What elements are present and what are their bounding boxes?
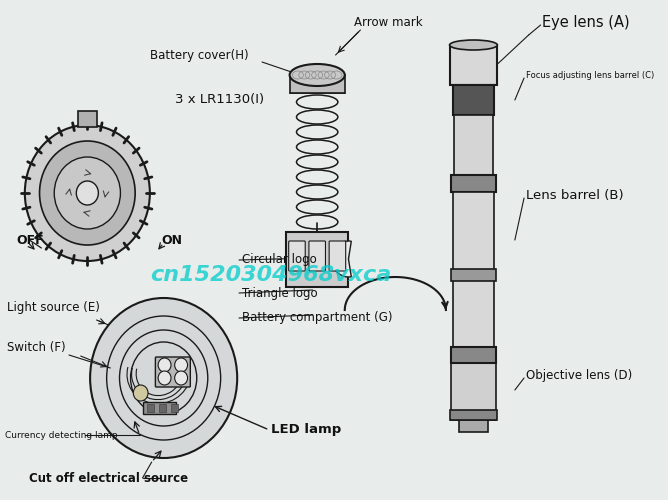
FancyBboxPatch shape [309, 241, 325, 271]
Text: Eye lens (A): Eye lens (A) [542, 14, 630, 30]
Text: Cut off electrical source: Cut off electrical source [29, 472, 188, 484]
Text: Arrow mark: Arrow mark [354, 16, 423, 28]
Circle shape [25, 125, 150, 261]
Wedge shape [332, 241, 351, 277]
Text: Lens barrel (B): Lens barrel (B) [526, 188, 623, 202]
Text: cn1520304968vxca: cn1520304968vxca [150, 265, 392, 285]
Text: Currency detecting lamp: Currency detecting lamp [5, 430, 117, 440]
Circle shape [76, 181, 98, 205]
Text: Battery compartment (G): Battery compartment (G) [242, 312, 392, 324]
Text: LED lamp: LED lamp [271, 424, 341, 436]
Circle shape [175, 371, 188, 385]
FancyBboxPatch shape [142, 402, 176, 414]
Text: Focus adjusting lens barrel (C): Focus adjusting lens barrel (C) [526, 70, 654, 80]
Text: Objective lens (D): Objective lens (D) [526, 368, 632, 382]
Text: Switch (F): Switch (F) [7, 342, 66, 354]
Circle shape [39, 141, 135, 245]
Circle shape [175, 358, 188, 372]
FancyBboxPatch shape [452, 363, 496, 420]
Ellipse shape [290, 64, 345, 86]
Text: Light source (E): Light source (E) [7, 302, 100, 314]
FancyBboxPatch shape [454, 85, 494, 115]
FancyBboxPatch shape [450, 45, 498, 85]
Text: Battery cover(H): Battery cover(H) [150, 48, 248, 62]
Circle shape [158, 358, 171, 372]
Text: Triangle logo: Triangle logo [242, 286, 317, 300]
FancyBboxPatch shape [171, 404, 178, 412]
FancyBboxPatch shape [147, 404, 154, 412]
FancyBboxPatch shape [454, 115, 493, 175]
Text: 3 x LR1130(I): 3 x LR1130(I) [175, 94, 264, 106]
FancyBboxPatch shape [452, 175, 496, 192]
FancyBboxPatch shape [156, 357, 190, 387]
FancyBboxPatch shape [452, 269, 496, 281]
Text: ON: ON [161, 234, 182, 246]
Ellipse shape [450, 40, 498, 50]
Text: OFF: OFF [17, 234, 44, 246]
FancyBboxPatch shape [78, 111, 97, 127]
FancyBboxPatch shape [286, 232, 349, 287]
FancyBboxPatch shape [459, 420, 488, 432]
FancyBboxPatch shape [450, 410, 498, 420]
FancyBboxPatch shape [454, 192, 494, 355]
FancyBboxPatch shape [452, 347, 496, 363]
Text: Circular logo: Circular logo [242, 254, 317, 266]
FancyBboxPatch shape [329, 241, 345, 271]
Circle shape [90, 298, 237, 458]
FancyBboxPatch shape [289, 241, 305, 271]
Circle shape [54, 157, 120, 229]
Circle shape [158, 371, 171, 385]
Circle shape [134, 385, 148, 401]
FancyBboxPatch shape [290, 75, 345, 93]
FancyBboxPatch shape [159, 404, 166, 412]
